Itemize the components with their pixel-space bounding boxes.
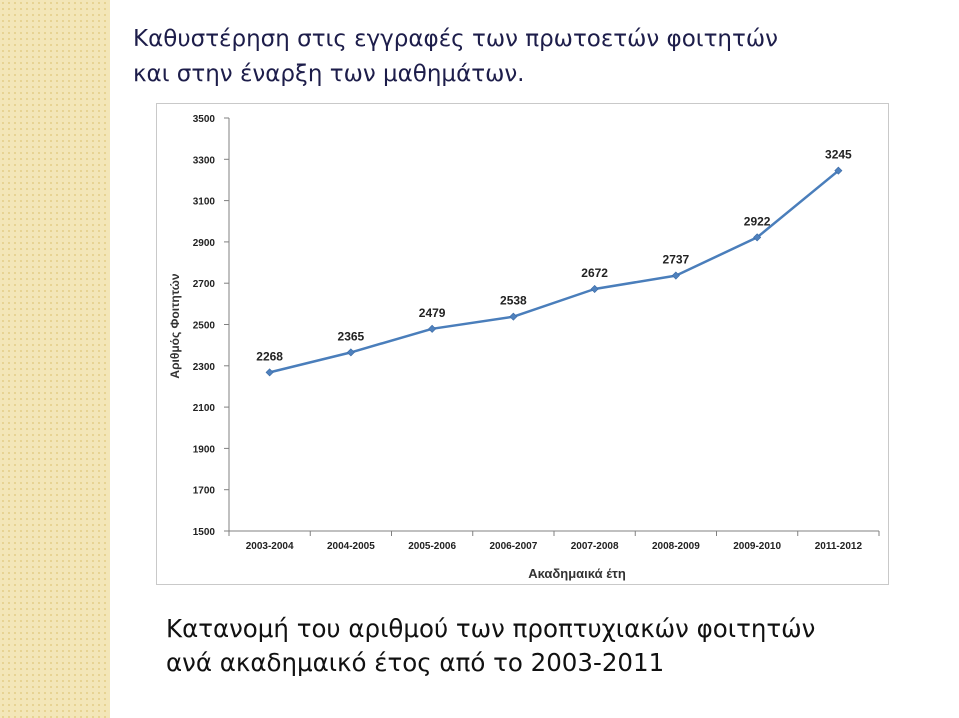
data-label: 2672 <box>581 266 608 280</box>
data-label: 2365 <box>338 329 365 343</box>
slide-title-line-2: και στην έναρξη των μαθημάτων. <box>133 61 525 87</box>
data-point <box>509 312 518 321</box>
x-tick-label: 2004-2005 <box>327 541 375 552</box>
data-label: 2922 <box>744 214 771 228</box>
caption-line-2: ανά ακαδημαικό έτος από το 2003-2011 <box>166 648 665 677</box>
x-tick-label: 2003-2004 <box>246 541 294 552</box>
x-tick-label: 2005-2006 <box>408 541 456 552</box>
data-point <box>834 166 843 175</box>
decorative-side-strip <box>0 0 110 718</box>
x-tick-label: 2009-2010 <box>733 541 781 552</box>
x-tick-label: 2007-2008 <box>571 541 619 552</box>
y-tick-label: 2300 <box>193 362 216 373</box>
caption-line-1: Κατανομή του αριθμού των προπτυχιακών φο… <box>166 614 816 643</box>
data-point <box>671 271 680 280</box>
data-point <box>590 284 599 294</box>
series-group: 2268 2365 2479 2538 2672 2737 2922 3245 <box>256 148 852 377</box>
line-chart: 1500 1700 1900 2100 2300 2500 2700 2900 3100 3300… <box>168 114 880 581</box>
x-axis: 2003-2004 2004-2005 2005-2006 2006-2007 2007… <box>228 530 880 552</box>
x-tick-label: 2006-2007 <box>489 541 537 552</box>
y-tick-label: 1500 <box>193 527 216 538</box>
data-label: 3245 <box>825 148 852 162</box>
series-line <box>269 169 840 374</box>
data-point <box>265 368 274 377</box>
y-tick-label: 3500 <box>193 114 216 125</box>
data-point <box>428 324 437 333</box>
y-axis: 1500 1700 1900 2100 2300 2500 2700 2900 3100 3300… <box>193 114 230 538</box>
data-label: 2479 <box>419 306 446 320</box>
y-tick-label: 2100 <box>193 403 216 414</box>
chart-frame: 1500 1700 1900 2100 2300 2500 2700 2900 3100 3300… <box>156 103 889 585</box>
data-label: 2538 <box>500 294 527 308</box>
x-tick-label: 2011-2012 <box>815 541 863 552</box>
slide-title-line-1: Καθυστέρηση στις εγγραφές των πρωτοετών … <box>133 26 778 52</box>
y-tick-label: 1900 <box>193 444 216 455</box>
y-tick-label: 2900 <box>193 238 216 249</box>
slide-title: Καθυστέρηση στις εγγραφές των πρωτοετών … <box>133 22 778 92</box>
y-tick-label: 3100 <box>193 197 216 208</box>
data-label: 2268 <box>256 349 283 363</box>
y-tick-label: 2700 <box>193 279 216 290</box>
x-axis-title: Ακαδημαικά έτη <box>528 566 626 581</box>
data-point <box>346 348 355 357</box>
data-label: 2737 <box>663 253 690 267</box>
data-point <box>753 233 762 242</box>
chart-caption: Κατανομή του αριθμού των προπτυχιακών φο… <box>166 612 815 680</box>
x-tick-label: 2008-2009 <box>652 541 700 552</box>
y-tick-label: 3300 <box>193 155 216 166</box>
y-tick-label: 1700 <box>193 486 216 497</box>
y-tick-label: 2500 <box>193 321 216 332</box>
y-axis-title: Αριθμός Φοιτητών <box>168 273 182 379</box>
